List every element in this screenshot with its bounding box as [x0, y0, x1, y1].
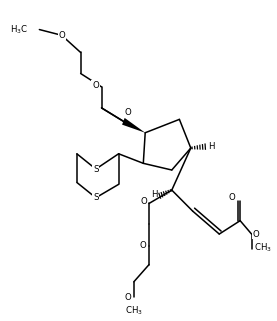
Text: O: O: [141, 196, 148, 205]
Text: CH$_3$: CH$_3$: [125, 305, 143, 317]
Text: S: S: [93, 165, 99, 174]
Text: O: O: [124, 293, 131, 302]
Text: H: H: [208, 142, 214, 151]
Text: H: H: [151, 190, 157, 199]
Text: O: O: [253, 230, 260, 239]
Polygon shape: [122, 118, 145, 133]
Text: O: O: [140, 241, 146, 250]
Text: H$_3$C: H$_3$C: [10, 23, 28, 36]
Text: O: O: [125, 108, 131, 117]
Text: CH$_3$: CH$_3$: [254, 242, 272, 254]
Text: O: O: [92, 81, 99, 90]
Text: S: S: [93, 193, 99, 202]
Text: O: O: [58, 31, 65, 40]
Text: O: O: [228, 193, 235, 202]
